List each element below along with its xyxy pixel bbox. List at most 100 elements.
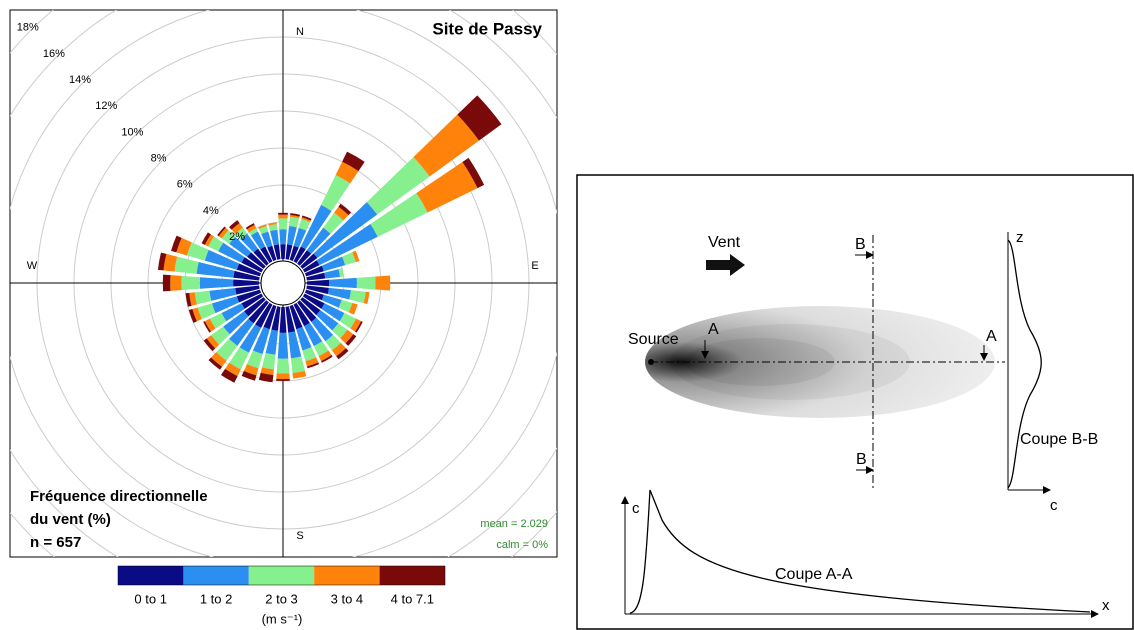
wedge [170, 275, 182, 291]
label: x [1102, 597, 1110, 614]
wedge [246, 224, 257, 233]
wedge [162, 274, 171, 292]
label: A [986, 328, 997, 345]
wedge [231, 223, 243, 234]
wedge [462, 157, 485, 189]
wedge [206, 335, 220, 349]
wedge [211, 296, 240, 314]
wedge [253, 248, 269, 266]
wedge [304, 289, 324, 301]
wedge [240, 233, 259, 253]
annotation: Fréquence directionnelle [30, 488, 208, 505]
wedge [265, 329, 278, 355]
wedge [241, 370, 257, 381]
wedge [243, 364, 259, 376]
wedge [416, 161, 478, 213]
y-tick-label: 16% [43, 48, 65, 60]
y-tick-label: 12% [95, 100, 117, 112]
wedge [293, 302, 310, 327]
wedge [278, 214, 288, 219]
wedge [220, 368, 238, 383]
legend-swatch [314, 566, 380, 585]
wedge [297, 250, 312, 266]
wedge [233, 270, 260, 281]
wedge [366, 157, 430, 215]
wedge [329, 277, 357, 289]
y-tick-label: 14% [69, 74, 91, 86]
wedge [217, 226, 226, 237]
wedge [157, 252, 167, 271]
wedge [268, 222, 277, 226]
label: Vent [708, 234, 741, 251]
label: B [856, 451, 867, 468]
compass-label: N [296, 26, 304, 38]
wedge [279, 229, 287, 245]
wedge [263, 304, 277, 330]
wedge [332, 323, 348, 339]
wedge [297, 300, 317, 322]
wedge [204, 234, 215, 247]
wedge [271, 306, 281, 331]
wedge [324, 269, 340, 279]
wedge [252, 326, 270, 355]
wedge [300, 297, 321, 316]
wedge [316, 224, 378, 266]
wedge [171, 235, 182, 253]
legend-swatch [183, 566, 249, 585]
wedge [250, 231, 266, 250]
profile-curve [1007, 239, 1042, 489]
wedge [301, 215, 312, 221]
legend-label: 2 to 3 [265, 591, 298, 606]
wedge [313, 341, 329, 357]
wedge [335, 161, 359, 184]
wedge [325, 334, 341, 351]
wedge [356, 276, 376, 290]
wedge [229, 347, 249, 370]
wedge [233, 279, 260, 287]
wedge [304, 265, 324, 277]
wedge [290, 356, 305, 374]
rose [10, 10, 557, 557]
wedge [348, 302, 358, 315]
compass-label: E [531, 260, 538, 272]
wedge [288, 216, 300, 228]
wedge [338, 268, 344, 278]
legend-title: (m s⁻¹) [262, 611, 303, 626]
wedge [221, 303, 245, 322]
wedge [298, 219, 311, 231]
wedge [261, 352, 276, 370]
wedge [258, 224, 267, 229]
wedge [260, 246, 273, 264]
wedge [285, 244, 293, 260]
wedge [276, 358, 290, 374]
wedge [187, 242, 209, 261]
wedge [300, 204, 332, 250]
wedge [199, 277, 234, 289]
chart-title: Site de Passy [432, 19, 542, 38]
wedge [327, 287, 352, 300]
wedge [211, 326, 230, 345]
wedge [196, 261, 235, 278]
wedge [336, 348, 349, 360]
wedge [235, 227, 248, 240]
plume [685, 338, 835, 386]
wedge [192, 307, 202, 322]
wedge [375, 275, 391, 291]
wedge [318, 350, 332, 362]
wedge [313, 202, 378, 259]
wedge [338, 299, 353, 313]
wedge [225, 362, 241, 377]
wedge [221, 230, 236, 244]
label: c [1050, 497, 1058, 514]
wedge [273, 244, 281, 260]
wedge [208, 236, 224, 252]
wedge [235, 285, 260, 295]
profile-curve [629, 489, 1091, 614]
wedge [306, 227, 331, 254]
wedge [278, 218, 288, 230]
wedge [287, 226, 297, 246]
wedge [209, 288, 237, 301]
compass-label: W [27, 260, 38, 272]
wedge [248, 228, 258, 236]
